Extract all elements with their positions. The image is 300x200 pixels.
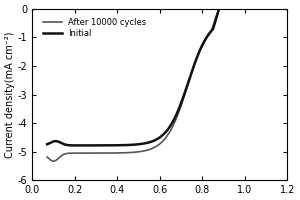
After 10000 cycles bbox=[212, 22, 216, 25]
After 10000 cycles bbox=[168, 131, 171, 133]
Initial bbox=[45, 143, 49, 145]
Initial bbox=[176, 110, 180, 112]
After 10000 cycles bbox=[52, 160, 55, 162]
After 10000 cycles bbox=[51, 160, 54, 162]
Line: Initial: Initial bbox=[47, 0, 223, 145]
Initial bbox=[109, 144, 112, 147]
Initial bbox=[76, 144, 80, 147]
Legend: After 10000 cycles, Initial: After 10000 cycles, Initial bbox=[41, 16, 148, 40]
After 10000 cycles bbox=[217, 9, 220, 11]
Initial bbox=[82, 144, 85, 147]
Initial bbox=[187, 79, 191, 81]
Initial bbox=[158, 136, 162, 139]
Initial bbox=[178, 104, 182, 106]
After 10000 cycles bbox=[45, 156, 49, 158]
Line: After 10000 cycles: After 10000 cycles bbox=[47, 10, 218, 161]
Y-axis label: Current density(mA cm⁻²): Current density(mA cm⁻²) bbox=[5, 31, 15, 158]
After 10000 cycles bbox=[93, 152, 96, 154]
After 10000 cycles bbox=[160, 141, 164, 143]
After 10000 cycles bbox=[192, 65, 196, 68]
